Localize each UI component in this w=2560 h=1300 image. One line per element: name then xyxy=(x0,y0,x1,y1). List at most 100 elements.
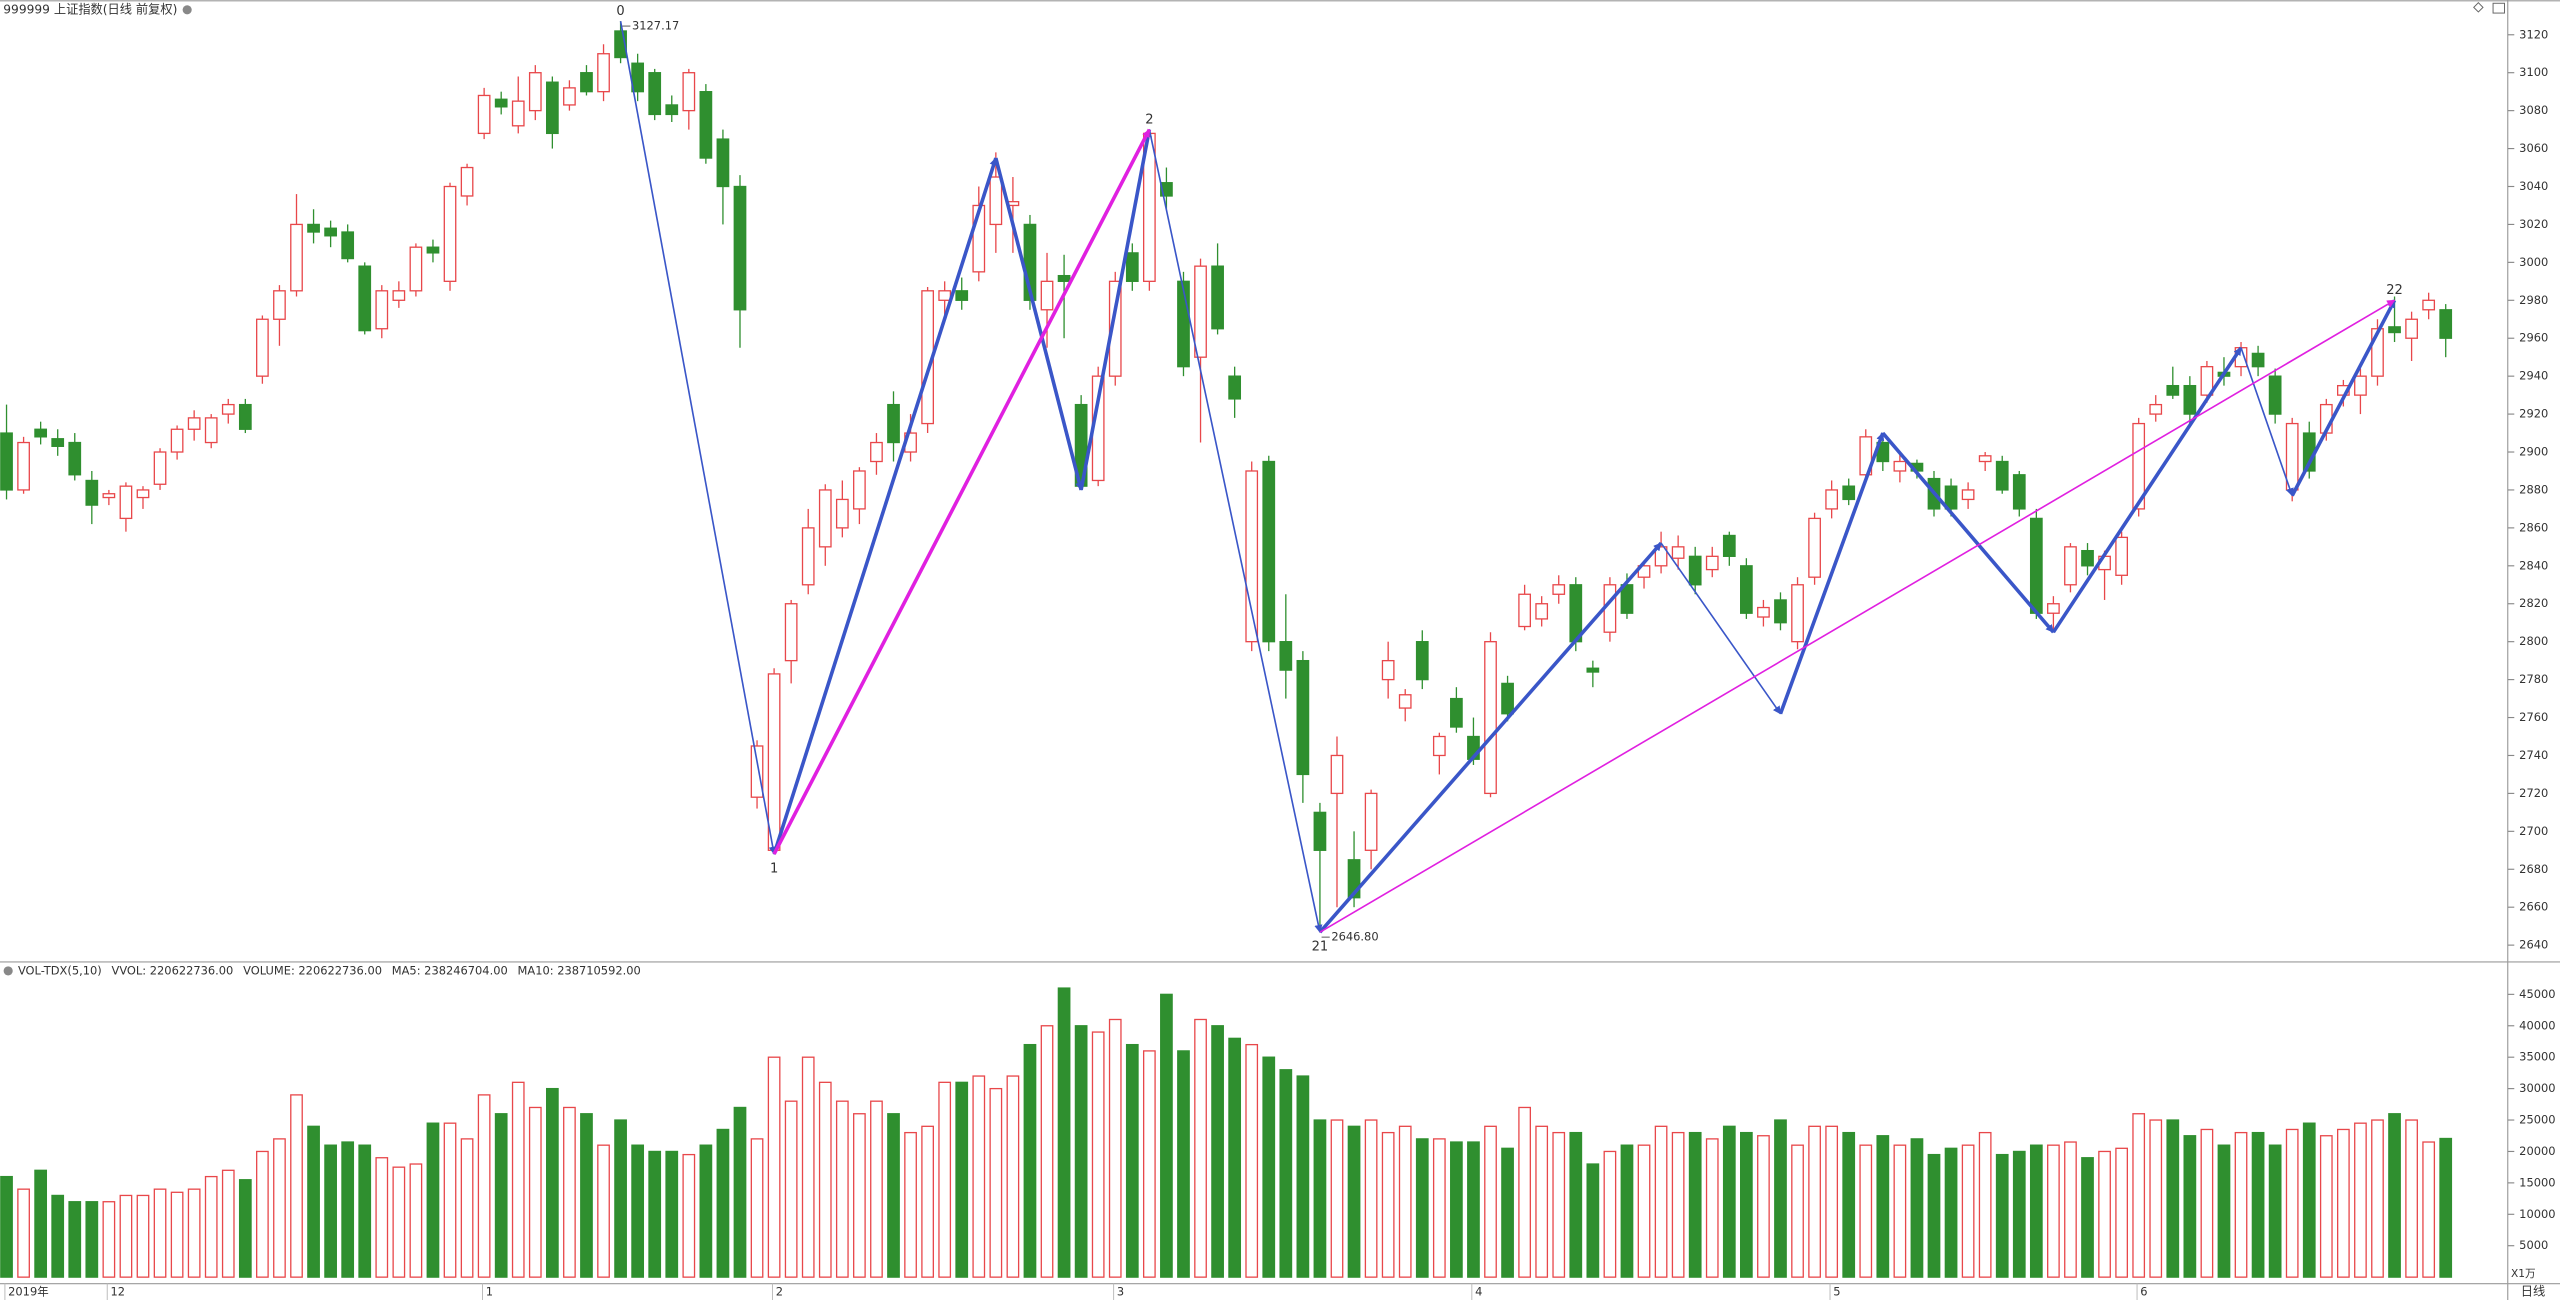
candle-body xyxy=(818,489,832,548)
candle-body xyxy=(2268,375,2282,415)
candle-body xyxy=(2371,328,2384,377)
trend-line xyxy=(2051,346,2243,634)
volume-bar xyxy=(904,1131,917,1278)
volume-bar xyxy=(2098,1150,2111,1278)
y-tick-label: 2680 xyxy=(2519,862,2548,876)
candle-body xyxy=(1211,265,1224,330)
trend-line xyxy=(772,157,998,855)
volume-bar xyxy=(102,1201,116,1278)
volume-bar xyxy=(1450,1141,1463,1278)
volume-bar xyxy=(1518,1106,1531,1278)
trend-line xyxy=(619,21,777,855)
indicator-icon[interactable] xyxy=(3,966,13,976)
candle-body xyxy=(784,603,798,662)
volume-bar xyxy=(119,1194,133,1278)
candle-body xyxy=(1484,641,1497,795)
volume-bar xyxy=(1177,1050,1190,1278)
volume-bar xyxy=(750,1138,764,1278)
candle-body xyxy=(119,485,133,520)
candle-body xyxy=(51,438,65,447)
volume-bar xyxy=(1671,1131,1685,1278)
volume-bar xyxy=(2115,1147,2128,1278)
candle-body xyxy=(17,441,30,491)
volume-bar xyxy=(597,1144,610,1278)
volume-bar xyxy=(1211,1025,1224,1278)
y-tick-label: 20000 xyxy=(2519,1144,2555,1158)
candle-body xyxy=(273,290,286,320)
volume-bar xyxy=(187,1188,201,1278)
x-tick-label: 5 xyxy=(1833,1284,1840,1298)
candle-body xyxy=(2115,536,2128,576)
candle-body xyxy=(1262,460,1276,643)
candle-body xyxy=(1995,460,2009,491)
candle-body xyxy=(2166,384,2180,396)
y-tick-label: 3080 xyxy=(2519,103,2548,117)
candle-body xyxy=(1740,565,1753,614)
candle-body xyxy=(1245,470,1259,643)
candle-body xyxy=(153,451,167,485)
volume-bar xyxy=(1142,1050,1156,1278)
volume-bar xyxy=(256,1150,269,1278)
volume-bar xyxy=(1125,1043,1139,1278)
candle-body xyxy=(1313,811,1327,851)
candle-body xyxy=(699,91,713,159)
volume-bar xyxy=(1381,1131,1395,1278)
candle-body xyxy=(68,441,82,476)
candle-body xyxy=(358,265,372,332)
candle-body xyxy=(102,493,116,499)
y-tick-label: 35000 xyxy=(2519,1050,2555,1064)
volume-bar xyxy=(238,1179,252,1278)
volume-bar xyxy=(818,1081,832,1278)
candle-body xyxy=(1364,792,1378,851)
candle-body xyxy=(2354,375,2367,396)
candle-body xyxy=(665,104,679,116)
candle-body xyxy=(835,498,849,529)
volume-bar xyxy=(733,1106,747,1278)
candle-body xyxy=(1450,697,1463,728)
candle-body xyxy=(85,479,99,506)
candle-body xyxy=(887,403,900,444)
pivot-label: 1 xyxy=(770,861,778,876)
candle-body xyxy=(853,470,866,510)
candle-body xyxy=(2064,546,2077,586)
candle-body xyxy=(460,166,474,197)
candle-body xyxy=(1808,517,1821,578)
volume-bar xyxy=(1961,1144,1975,1278)
indicator-label: VOL-TDX(5,10) xyxy=(18,963,102,977)
volume-bar xyxy=(2405,1119,2418,1278)
volume-bar xyxy=(545,1087,559,1278)
candle-body xyxy=(1228,375,1242,400)
window-icon[interactable] xyxy=(2492,2,2505,14)
volume-bar xyxy=(1893,1144,1907,1278)
volume-bar xyxy=(511,1081,525,1278)
volume-bar xyxy=(1654,1125,1668,1278)
volume-bar xyxy=(1910,1138,1924,1278)
volume-bar xyxy=(2149,1119,2163,1278)
volume-bar xyxy=(273,1138,286,1278)
volume-bar xyxy=(136,1194,150,1278)
y-tick-label: 2640 xyxy=(2519,938,2548,952)
y-tick-label: 3060 xyxy=(2519,141,2548,155)
trend-line xyxy=(2240,347,2294,497)
candle-body xyxy=(1842,485,1856,501)
candle-body xyxy=(972,204,986,273)
volume-bar xyxy=(1074,1025,1088,1278)
y-tick-label: 25000 xyxy=(2519,1113,2555,1127)
y-tick-label: 2660 xyxy=(2519,900,2548,914)
volume-bar xyxy=(34,1169,48,1278)
candle-body xyxy=(324,227,337,237)
volume-bar xyxy=(1552,1131,1566,1278)
volume-bar xyxy=(1774,1119,1787,1278)
candle-body xyxy=(2029,517,2043,614)
volume-bar xyxy=(85,1201,99,1278)
volume-bar xyxy=(1057,987,1071,1278)
candle-body xyxy=(2388,326,2401,334)
candle-body xyxy=(2439,309,2453,339)
volume-bar xyxy=(801,1056,815,1278)
volume-bar xyxy=(221,1169,235,1278)
candle-body xyxy=(1774,599,1787,624)
volume-bar xyxy=(51,1194,65,1278)
window-icon[interactable] xyxy=(2473,2,2484,13)
volume-bar xyxy=(648,1150,662,1278)
candle-body xyxy=(1535,603,1549,620)
